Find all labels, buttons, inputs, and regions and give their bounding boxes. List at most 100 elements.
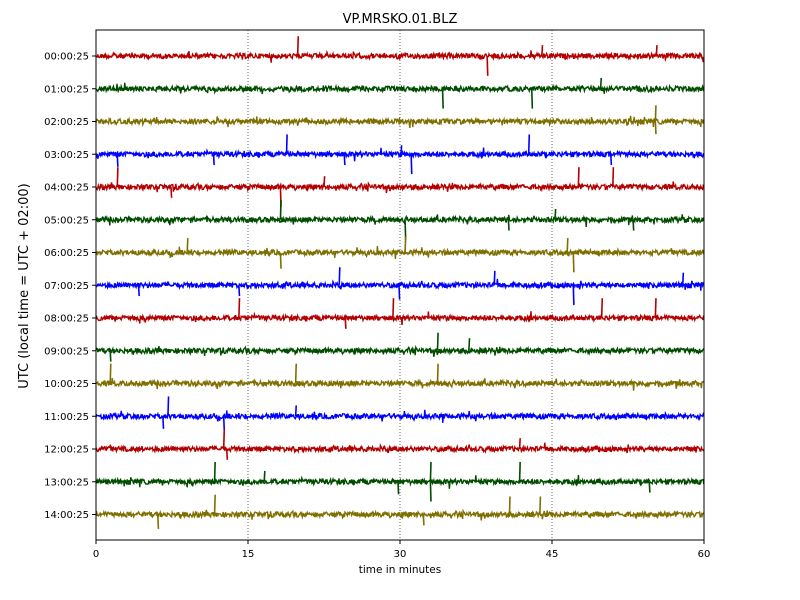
y-tick-label: 07:00:25 <box>44 281 89 292</box>
trace-10:00:25 <box>95 377 705 391</box>
spike-03:00:25-5 <box>410 154 413 175</box>
trace-06:00:25 <box>95 245 705 260</box>
spike-04:00:25-3 <box>323 176 326 188</box>
spike-04:00:25-5 <box>612 167 615 188</box>
y-tick-label: 12:00:25 <box>44 445 89 456</box>
spike-03:00:25-2 <box>285 134 288 155</box>
spike-13:00:25-5 <box>397 481 400 495</box>
x-axis-label: time in minutes <box>359 564 441 576</box>
spike-10:00:25-2 <box>436 363 439 384</box>
x-tick-label: 30 <box>394 549 407 560</box>
spike-00:00:25-2 <box>541 45 544 57</box>
y-tick-label: 11:00:25 <box>44 412 89 423</box>
trace-01:00:25 <box>95 82 705 95</box>
spike-08:00:25-2 <box>392 298 395 319</box>
trace-03:00:25 <box>95 147 705 162</box>
spike-11:00:25-0 <box>167 396 170 417</box>
x-axis-ticks: 0 15 30 45 60 <box>93 540 711 560</box>
spike-00:00:25-1 <box>486 55 489 76</box>
y-tick-label: 13:00:25 <box>44 477 89 488</box>
trace-02:00:25 <box>95 115 705 128</box>
spike-09:00:25-1 <box>468 338 471 351</box>
spike-14:00:25-4 <box>539 496 542 515</box>
spike-07:00:25-3 <box>398 285 401 300</box>
spike-07:00:25-1 <box>238 285 241 297</box>
spike-06:00:25-2 <box>404 236 407 253</box>
trace-12:00:25 <box>95 442 705 454</box>
trace-00:00:25 <box>95 49 705 63</box>
spike-08:00:25-3 <box>600 298 604 319</box>
spike-07:00:25-6 <box>681 272 685 286</box>
spike-06:00:25-4 <box>572 252 575 273</box>
y-tick-label: 10:00:25 <box>44 379 89 390</box>
spike-02:00:25-1 <box>654 121 657 135</box>
y-tick-label: 06:00:25 <box>44 248 89 259</box>
y-tick-label: 03:00:25 <box>44 150 89 161</box>
spike-13:00:25-0 <box>213 461 216 482</box>
y-tick-label: 08:00:25 <box>44 314 89 325</box>
y-tick-label: 00:00:25 <box>44 52 89 63</box>
spike-00:00:25-0 <box>296 36 300 57</box>
spike-04:00:25-0 <box>116 167 119 188</box>
spike-12:00:25-2 <box>518 438 521 450</box>
x-tick-label: 15 <box>242 549 255 560</box>
trace-group <box>95 36 705 529</box>
spike-11:00:25-3 <box>294 405 298 417</box>
spike-11:00:25-2 <box>222 416 226 431</box>
spike-12:00:25-1 <box>225 448 229 460</box>
spike-05:00:25-2 <box>507 219 510 231</box>
spike-14:00:25-1 <box>157 514 160 529</box>
y-tick-label: 14:00:25 <box>44 510 89 521</box>
trace-11:00:25 <box>95 409 705 423</box>
spike-12:00:25-0 <box>222 429 226 450</box>
spike-03:00:25-0 <box>116 154 119 167</box>
spike-09:00:25-0 <box>436 332 439 351</box>
spike-07:00:25-4 <box>493 270 496 286</box>
spike-06:00:25-3 <box>566 238 569 253</box>
trace-14:00:25 <box>95 508 704 521</box>
spike-01:00:25-1 <box>530 88 534 109</box>
spike-10:00:25-0 <box>109 363 112 384</box>
x-tick-label: 45 <box>546 549 559 560</box>
spike-03:00:25-6 <box>527 134 531 155</box>
spike-05:00:25-0 <box>279 199 282 220</box>
spike-13:00:25-3 <box>429 481 432 502</box>
trace-05:00:25 <box>95 214 705 228</box>
spike-07:00:25-0 <box>137 285 140 297</box>
y-axis-label: UTC (local time = UTC + 02:00) <box>17 183 32 388</box>
spike-03:00:25-1 <box>212 154 215 166</box>
spike-14:00:25-3 <box>508 496 511 515</box>
spike-03:00:25-4 <box>400 145 403 155</box>
spike-08:00:25-1 <box>344 317 347 329</box>
spike-13:00:25-2 <box>429 461 432 482</box>
spike-04:00:25-1 <box>170 186 173 198</box>
spike-05:00:25-1 <box>404 219 407 240</box>
trace-07:00:25 <box>95 278 704 291</box>
x-tick-label: 60 <box>698 549 711 560</box>
trace-08:00:25 <box>95 311 705 326</box>
y-tick-label: 05:00:25 <box>44 215 89 226</box>
spike-14:00:25-2 <box>422 514 425 526</box>
chart-title: VP.MRSKO.01.BLZ <box>343 12 458 27</box>
spike-04:00:25-4 <box>577 167 580 188</box>
spike-00:00:25-3 <box>655 45 658 57</box>
spike-13:00:25-1 <box>263 470 266 482</box>
spike-07:00:25-5 <box>572 285 575 306</box>
spike-03:00:25-3 <box>343 154 346 166</box>
spike-01:00:25-0 <box>441 88 444 109</box>
spike-02:00:25-0 <box>654 105 657 122</box>
spike-06:00:25-1 <box>279 252 282 269</box>
trace-13:00:25 <box>95 474 705 489</box>
plot-frame <box>95 29 705 541</box>
trace-04:00:25 <box>95 181 705 194</box>
spike-05:00:25-3 <box>554 208 557 220</box>
y-axis-ticks: 00:00:25 01:00:25 02:00:25 03:00:25 04:00:25… <box>44 52 96 521</box>
spike-11:00:25-1 <box>162 416 165 429</box>
spike-14:00:25-0 <box>213 494 216 515</box>
spike-07:00:25-2 <box>338 267 341 286</box>
y-tick-label: 01:00:25 <box>44 84 89 95</box>
y-tick-label: 02:00:25 <box>44 117 89 128</box>
spike-10:00:25-1 <box>294 363 298 384</box>
trace-09:00:25 <box>95 344 705 357</box>
